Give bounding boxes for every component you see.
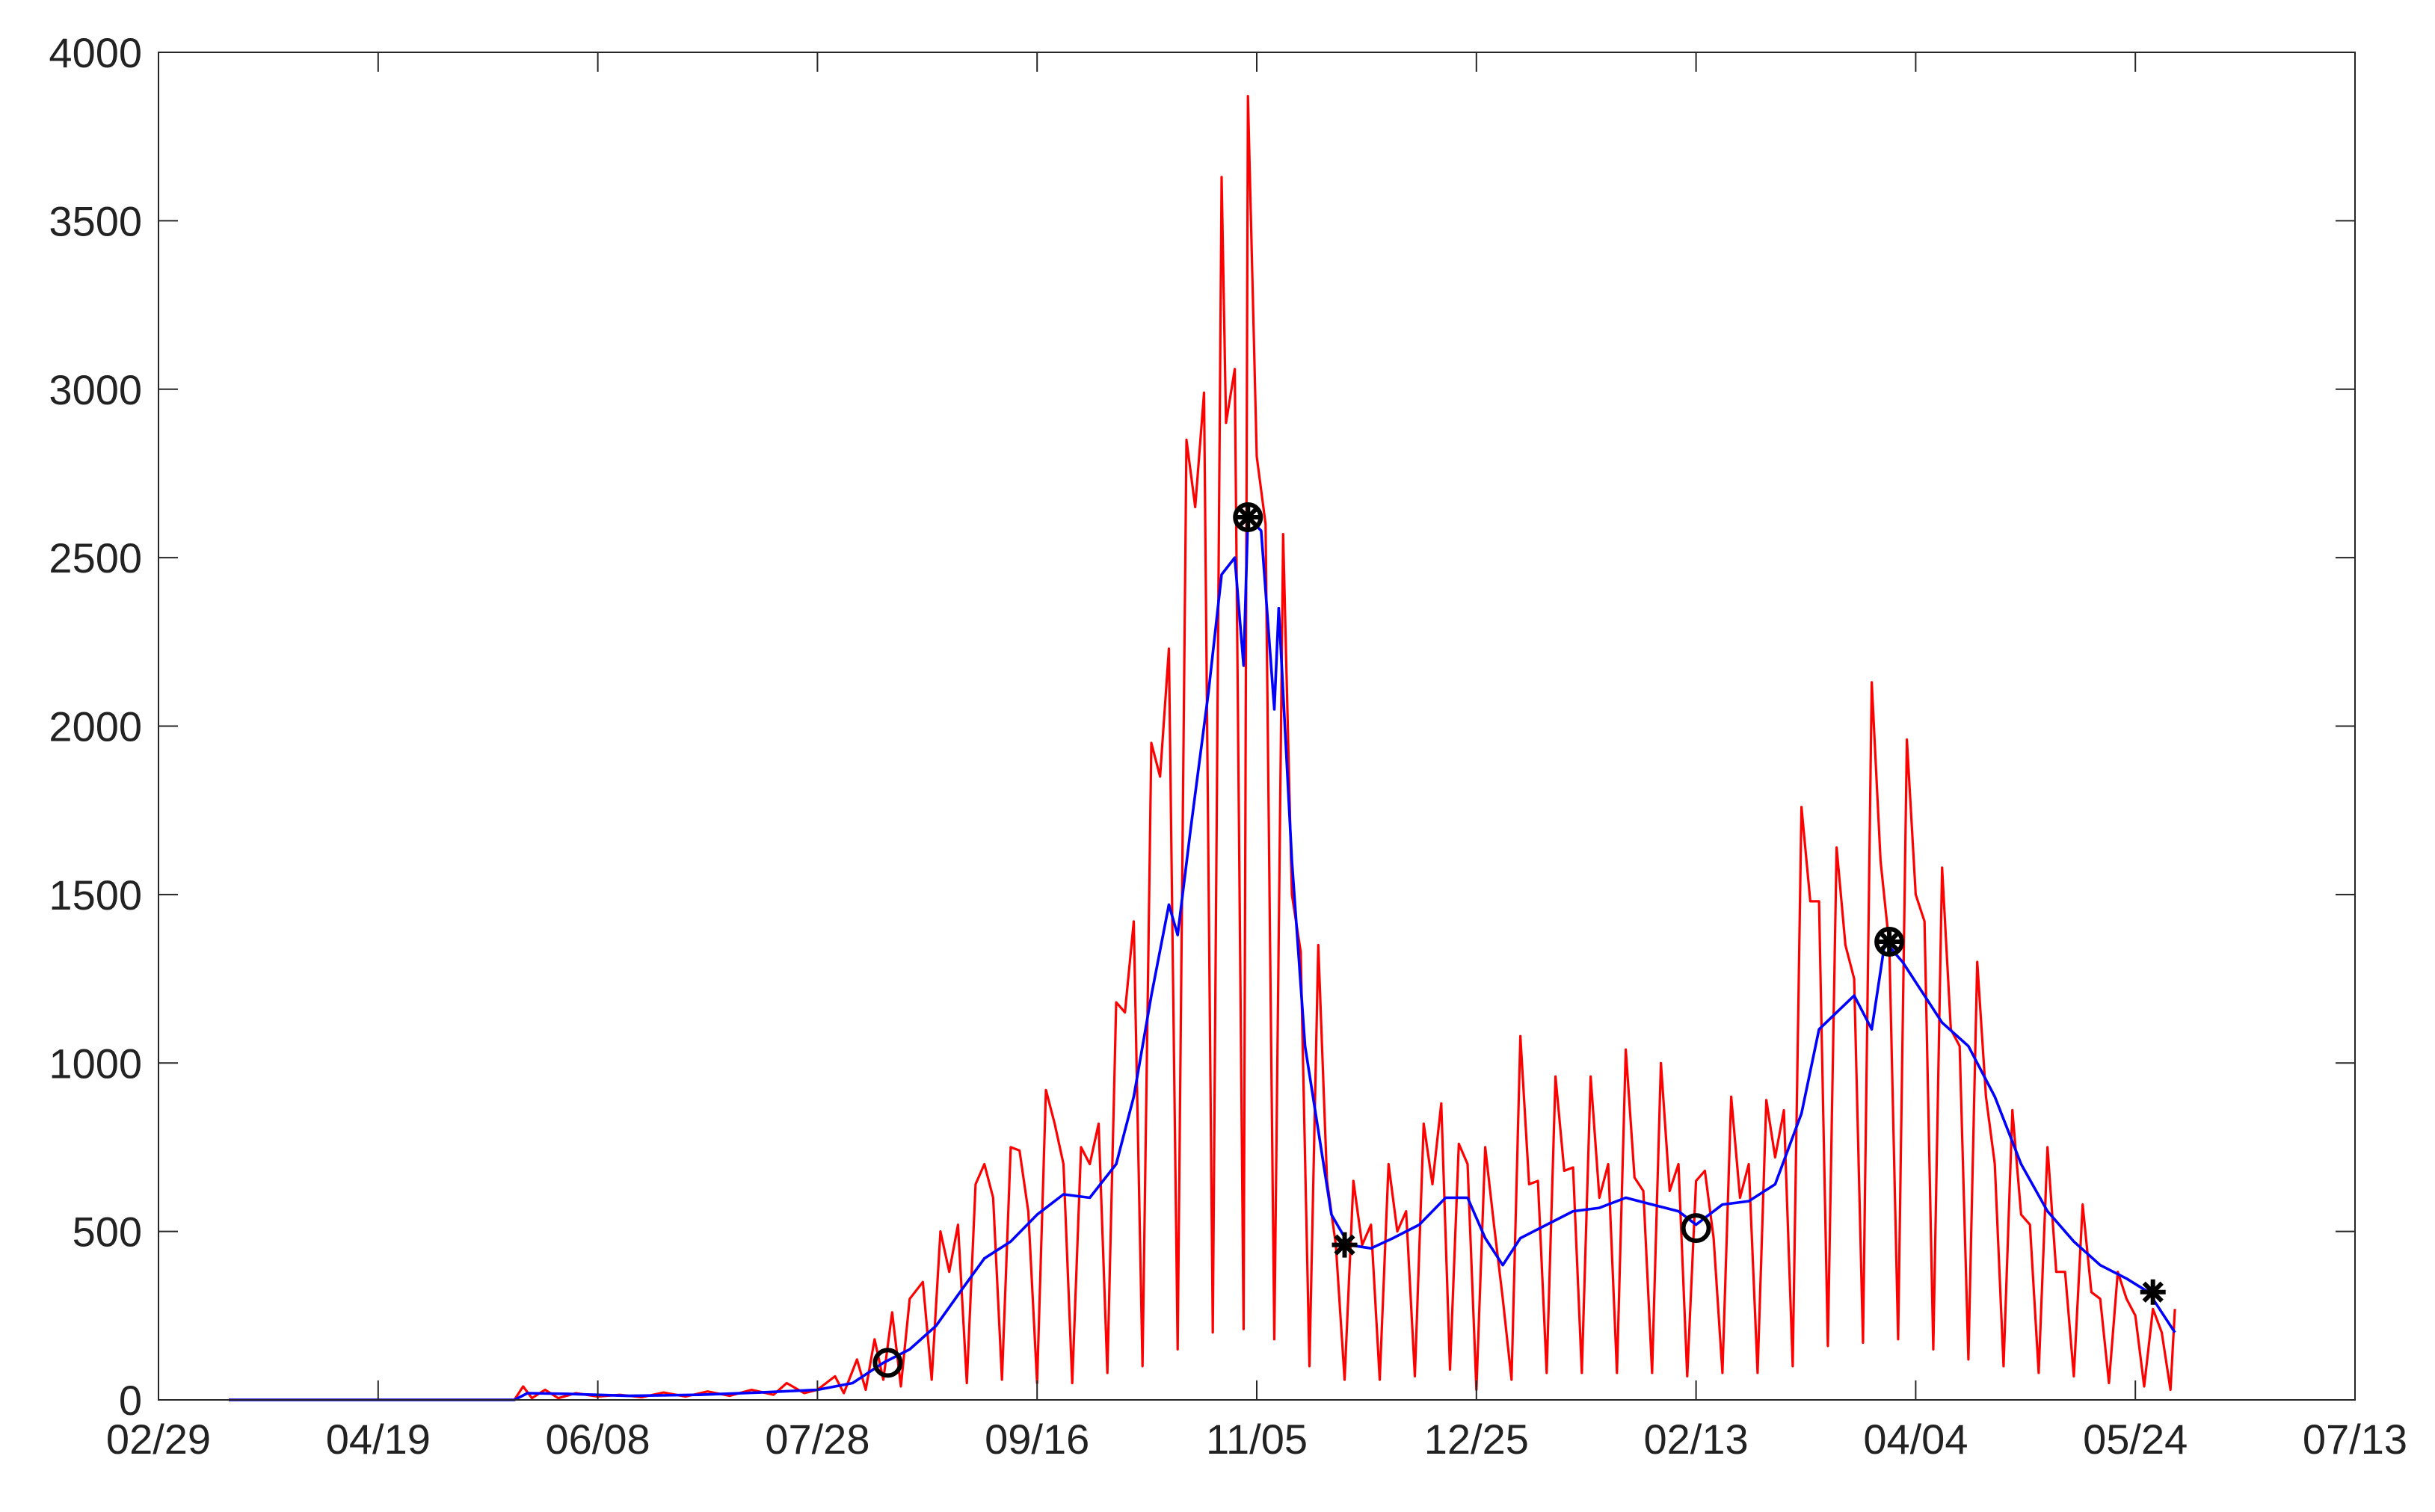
x-tick-label: 04/04 [1863, 1416, 1968, 1463]
marker-circle-1 [872, 1348, 903, 1378]
series-line-1 [229, 95, 2176, 1401]
x-tick-label: 04/19 [326, 1416, 431, 1463]
x-tick-label: 12/25 [1424, 1416, 1529, 1463]
marker-star-3 [1332, 1232, 1358, 1258]
marker-circle-4 [1681, 1213, 1711, 1244]
series-line-2 [229, 516, 2176, 1401]
marker-circle-star-5 [1874, 926, 1905, 957]
series-layer [229, 95, 2176, 1401]
x-tick-label: 02/13 [1644, 1416, 1749, 1463]
y-tick-label: 4000 [49, 29, 142, 76]
y-tick-label: 1000 [49, 1040, 142, 1087]
y-tick-label: 500 [73, 1209, 142, 1256]
y-tick-label: 3500 [49, 197, 142, 244]
marker-star-6 [2140, 1279, 2166, 1305]
x-tick-label: 05/24 [2083, 1416, 2188, 1463]
marker-layer [872, 502, 2166, 1378]
marker-circle-star-2 [1233, 502, 1263, 533]
x-tick-label: 07/13 [2303, 1416, 2407, 1463]
x-tick-label: 09/16 [985, 1416, 1089, 1463]
x-tick-label: 02/29 [106, 1416, 211, 1463]
y-tick-label: 2000 [49, 703, 142, 750]
x-tick-label: 07/28 [765, 1416, 869, 1463]
y-tick-label: 3000 [49, 366, 142, 413]
x-tick-label: 11/05 [1206, 1416, 1308, 1463]
axis-layer: 0 500 1000 1500 2000 2500 3000 3500 4000 02/29 04/… [49, 29, 2407, 1463]
y-tick-label: 0 [119, 1377, 142, 1424]
y-tick-label: 1500 [49, 871, 142, 919]
x-tick-label: 06/08 [546, 1416, 650, 1463]
y-tick-label: 2500 [49, 534, 142, 581]
